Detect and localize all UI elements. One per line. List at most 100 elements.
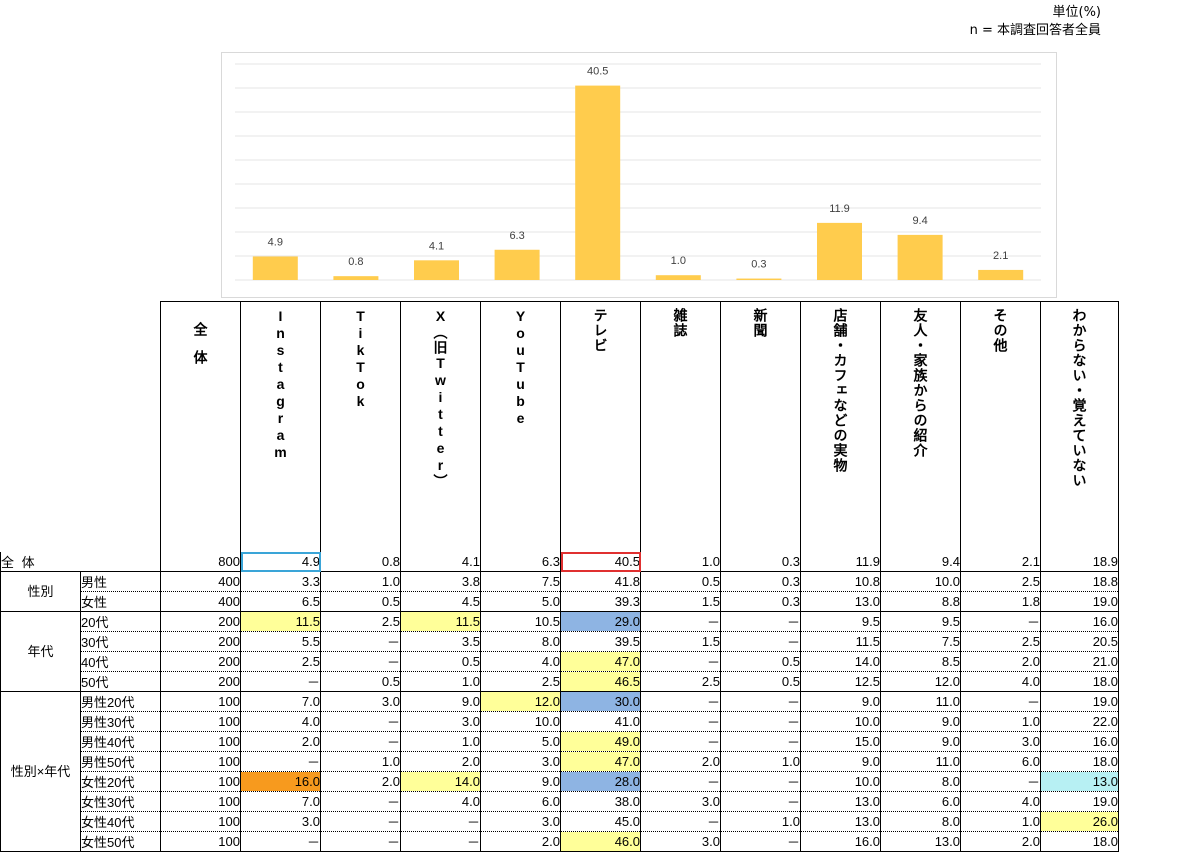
value-cell: 3.0 — [640, 831, 721, 852]
value-cell: 0.5 — [640, 571, 721, 592]
bar-5 — [655, 275, 701, 280]
value-cell: 9.0 — [880, 711, 961, 732]
bar-3 — [494, 249, 540, 280]
table-row: 女性 400 6.5 0.5 4.5 5.0 39.3 1.5 0.3 13.0 8.8 1.8 19.… — [1, 591, 1119, 612]
value-cell: 4.9 — [240, 552, 321, 572]
value-cell: 10.5 — [480, 611, 561, 632]
value-cell: 30.0 — [560, 691, 641, 712]
sample-size-cell: 100 — [160, 811, 241, 832]
value-cell: 4.0 — [960, 671, 1041, 692]
sample-size-cell: 200 — [160, 651, 241, 672]
value-cell: 2.5 — [320, 611, 401, 632]
value-cell: 2.0 — [240, 731, 321, 752]
value-cell: 19.0 — [1040, 691, 1119, 712]
row-label: 男性 — [80, 571, 161, 592]
value-cell: 2.5 — [480, 671, 561, 692]
sample-size-cell: 400 — [160, 571, 241, 592]
value-cell: 7.5 — [880, 631, 961, 652]
value-cell: － — [640, 651, 721, 672]
value-cell: 28.0 — [560, 771, 641, 792]
value-cell: － — [320, 731, 401, 752]
value-cell: 11.9 — [800, 552, 881, 572]
sample-size-cell: 100 — [160, 711, 241, 732]
table-row: 女性50代 100 －－－ 2.0 46.0 3.0 － 16.0 13.0 2.0 18.0 — [1, 831, 1119, 852]
value-cell: 3.0 — [480, 811, 561, 832]
value-cell: 16.0 — [1040, 611, 1119, 632]
value-cell: 39.5 — [560, 631, 641, 652]
column-header-label: TikTok — [352, 308, 369, 410]
value-cell: 2.0 — [480, 831, 561, 852]
value-cell: 7.0 — [240, 691, 321, 712]
value-cell: 7.0 — [240, 791, 321, 812]
value-cell: 1.0 — [720, 811, 801, 832]
table-row: 男性40代 100 2.0 － 1.0 5.0 49.0 －－ 15.0 9.0 3.0 16.0 — [1, 731, 1119, 752]
value-cell: 9.0 — [800, 751, 881, 772]
value-cell: 2.5 — [640, 671, 721, 692]
table-row: 50代 200 － 0.5 1.0 2.5 46.5 2.5 0.5 12.5 12.0 4.0 18.… — [1, 671, 1119, 692]
value-cell: － — [640, 611, 721, 632]
value-cell: 47.0 — [560, 751, 641, 772]
value-cell: 9.0 — [800, 691, 881, 712]
value-cell: 13.0 — [800, 811, 881, 832]
value-cell: 1.0 — [960, 711, 1041, 732]
value-cell: 15.0 — [800, 731, 881, 752]
value-cell: － — [400, 831, 481, 852]
column-header-2: TikTok — [320, 301, 401, 552]
value-cell: － — [400, 811, 481, 832]
sample-size-cell: 100 — [160, 731, 241, 752]
value-cell: － — [240, 751, 321, 772]
value-cell: 22.0 — [1040, 711, 1119, 732]
column-header-label: 全体 — [192, 322, 209, 378]
bar-9 — [978, 269, 1024, 280]
value-cell: － — [240, 671, 321, 692]
unit-label: 単位(%) — [1052, 5, 1102, 20]
value-cell: － — [640, 731, 721, 752]
value-cell: 18.0 — [1040, 671, 1119, 692]
sample-size-cell: 800 — [160, 552, 241, 572]
table-row: 性別×年代 男性20代 100 7.0 3.0 9.0 12.0 30.0 －－ 9.0 11.0 －… — [0, 691, 1119, 852]
sample-size-cell: 200 — [160, 671, 241, 692]
value-cell: 8.5 — [880, 651, 961, 672]
row-label: 女性 — [80, 591, 161, 612]
value-cell: 8.8 — [880, 591, 961, 612]
value-cell: 6.5 — [240, 591, 321, 612]
value-cell: 13.0 — [1040, 771, 1119, 792]
value-cell: － — [720, 691, 801, 712]
value-cell: 1.8 — [960, 591, 1041, 612]
value-cell: 10.0 — [880, 571, 961, 592]
column-header-label: X（旧Twitter） — [432, 308, 449, 489]
value-cell: 47.0 — [560, 651, 641, 672]
value-cell: 11.0 — [880, 691, 961, 712]
column-header-11: わからない・覚えていない — [1040, 301, 1119, 552]
bar-value-label-1: 0.8 — [348, 256, 363, 268]
value-cell: 10.0 — [480, 711, 561, 732]
row-label: 女性50代 — [80, 831, 161, 852]
value-cell: － — [640, 711, 721, 732]
bar-2 — [414, 260, 459, 280]
value-cell: 49.0 — [560, 731, 641, 752]
row-label: 女性30代 — [80, 791, 161, 812]
unit-note: 単位(%) n = 本調査回答者全員 — [970, 4, 1101, 40]
total-row-label: 全 体 — [0, 552, 161, 572]
value-cell: 39.3 — [560, 591, 641, 612]
table-row: 女性20代 100 16.0 2.0 14.0 9.0 28.0 －－ 10.0 8.0 － 13.0 — [1, 771, 1119, 792]
value-cell: 1.0 — [400, 731, 481, 752]
value-cell: 2.5 — [960, 631, 1041, 652]
sample-size-cell: 200 — [160, 631, 241, 652]
bar-1 — [333, 276, 379, 280]
value-cell: 5.0 — [480, 731, 561, 752]
value-cell: 3.5 — [400, 631, 481, 652]
table-row: 女性40代 100 3.0 －－ 3.0 45.0 － 1.0 13.0 8.0 1.0 26.0 — [1, 811, 1119, 832]
value-cell: 6.0 — [480, 791, 561, 812]
total-row: 全 体 800 4.9 0.8 4.1 6.3 40.5 1.0 0.3 11.9 9.4 2.1 18… — [0, 552, 1119, 572]
value-cell: 1.0 — [960, 811, 1041, 832]
value-cell: 9.4 — [880, 552, 961, 572]
header-corner — [1, 302, 161, 553]
value-cell: － — [960, 771, 1041, 792]
value-cell: 11.5 — [240, 611, 321, 632]
bar-value-label-8: 9.4 — [912, 215, 927, 227]
table-row: 年代 20代 200 11.5 2.5 11.5 10.5 29.0 －－ 9.5 9.5 － 16.0 — [0, 611, 1119, 692]
value-cell: 0.3 — [720, 591, 801, 612]
value-cell: 12.5 — [800, 671, 881, 692]
value-cell: － — [320, 791, 401, 812]
